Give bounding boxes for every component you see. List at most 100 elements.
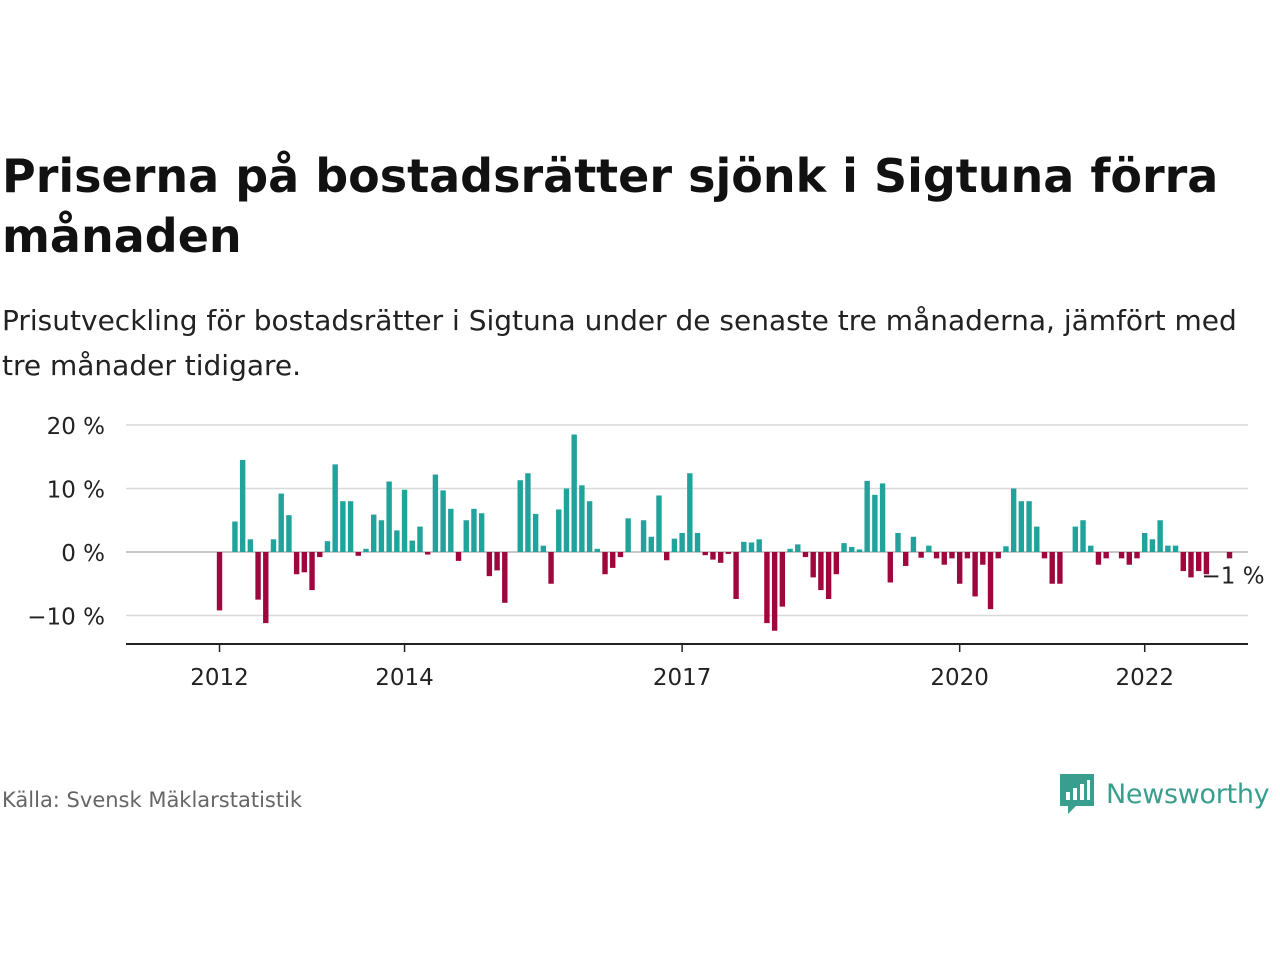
bar [594, 548, 601, 552]
bar [1088, 545, 1094, 552]
bar [872, 494, 878, 552]
bar [1180, 552, 1186, 572]
bar [1026, 501, 1032, 552]
bar [463, 520, 469, 552]
bar [424, 552, 431, 555]
bar [1095, 552, 1102, 565]
bar [355, 552, 361, 556]
bar [849, 546, 855, 552]
bar [1080, 520, 1086, 552]
bar [879, 483, 886, 552]
bar [1195, 552, 1202, 572]
bar [1203, 552, 1210, 575]
bar [818, 552, 824, 591]
brand-name: Newsworthy [1106, 778, 1270, 810]
bar [694, 532, 701, 552]
bar [787, 548, 793, 552]
bar [972, 552, 978, 597]
bar [417, 526, 423, 552]
bar [378, 520, 385, 552]
bar [1188, 552, 1194, 578]
newsworthy-brand[interactable]: Newsworthy [1058, 772, 1270, 816]
bar [548, 552, 554, 584]
bar [401, 489, 408, 552]
bar [1049, 552, 1055, 584]
bar [239, 459, 246, 552]
bar [432, 474, 439, 552]
bar [502, 552, 508, 603]
bar [1003, 546, 1009, 552]
bar [779, 552, 786, 607]
bar [317, 552, 323, 558]
bar [671, 538, 678, 552]
y-tick-label: 10 % [47, 478, 105, 504]
bar [340, 501, 346, 552]
bar [687, 473, 693, 552]
bar [949, 552, 955, 559]
bar [478, 513, 485, 552]
bar [1165, 545, 1171, 552]
bar [270, 539, 277, 552]
bar [579, 485, 585, 552]
bar [471, 508, 477, 552]
bar [771, 552, 778, 631]
bar [933, 552, 940, 559]
chart-title: Priserna på bostadsrätter sjönk i Sigtun… [2, 149, 1219, 263]
bar [602, 552, 608, 575]
bar [586, 501, 593, 552]
bar [332, 464, 338, 552]
bar [371, 514, 377, 552]
bar [494, 552, 500, 571]
bar [486, 552, 493, 577]
x-tick-label: 2022 [1115, 665, 1174, 691]
bar [1134, 552, 1140, 559]
bar [309, 552, 315, 591]
bar [247, 539, 254, 552]
x-tick-label: 2020 [930, 665, 989, 691]
bar [617, 552, 624, 558]
bar [517, 480, 523, 552]
bar [532, 513, 539, 552]
bar [918, 552, 924, 558]
bar [710, 552, 716, 560]
bar [563, 488, 570, 552]
bar [856, 549, 863, 552]
bar [648, 536, 654, 552]
bar [455, 552, 462, 561]
bar [1034, 526, 1040, 552]
bar [232, 521, 238, 552]
bar [964, 552, 971, 559]
x-tick-label: 2012 [190, 665, 249, 691]
bar [702, 552, 708, 556]
bar [347, 501, 354, 552]
bar [910, 536, 917, 552]
bar [864, 480, 870, 552]
bar [1142, 532, 1148, 552]
bar [1172, 545, 1179, 552]
bar [995, 552, 1001, 559]
y-tick-label: 20 % [47, 414, 105, 440]
end-value-label: −1 % [1202, 563, 1265, 589]
bar [903, 552, 909, 566]
bar [386, 481, 392, 552]
bar [841, 543, 847, 552]
bar [887, 552, 893, 583]
bar [679, 532, 685, 552]
bar [263, 552, 269, 624]
source-note: Källa: Svensk Mäklarstatistik [2, 788, 303, 812]
chart-subtitle: Prisutveckling för bostadsrätter i Sigtu… [2, 304, 1237, 382]
bar [394, 530, 400, 552]
bar [525, 473, 531, 552]
bar [941, 552, 947, 565]
bar [656, 495, 662, 552]
bar [725, 552, 732, 554]
bar [764, 552, 770, 624]
bar [795, 544, 801, 552]
bar [748, 542, 755, 552]
bar [324, 541, 331, 552]
bar [833, 552, 840, 575]
y-tick-label: 0 % [61, 541, 105, 567]
bar [926, 545, 932, 552]
bar [717, 552, 724, 563]
bar [216, 552, 223, 611]
